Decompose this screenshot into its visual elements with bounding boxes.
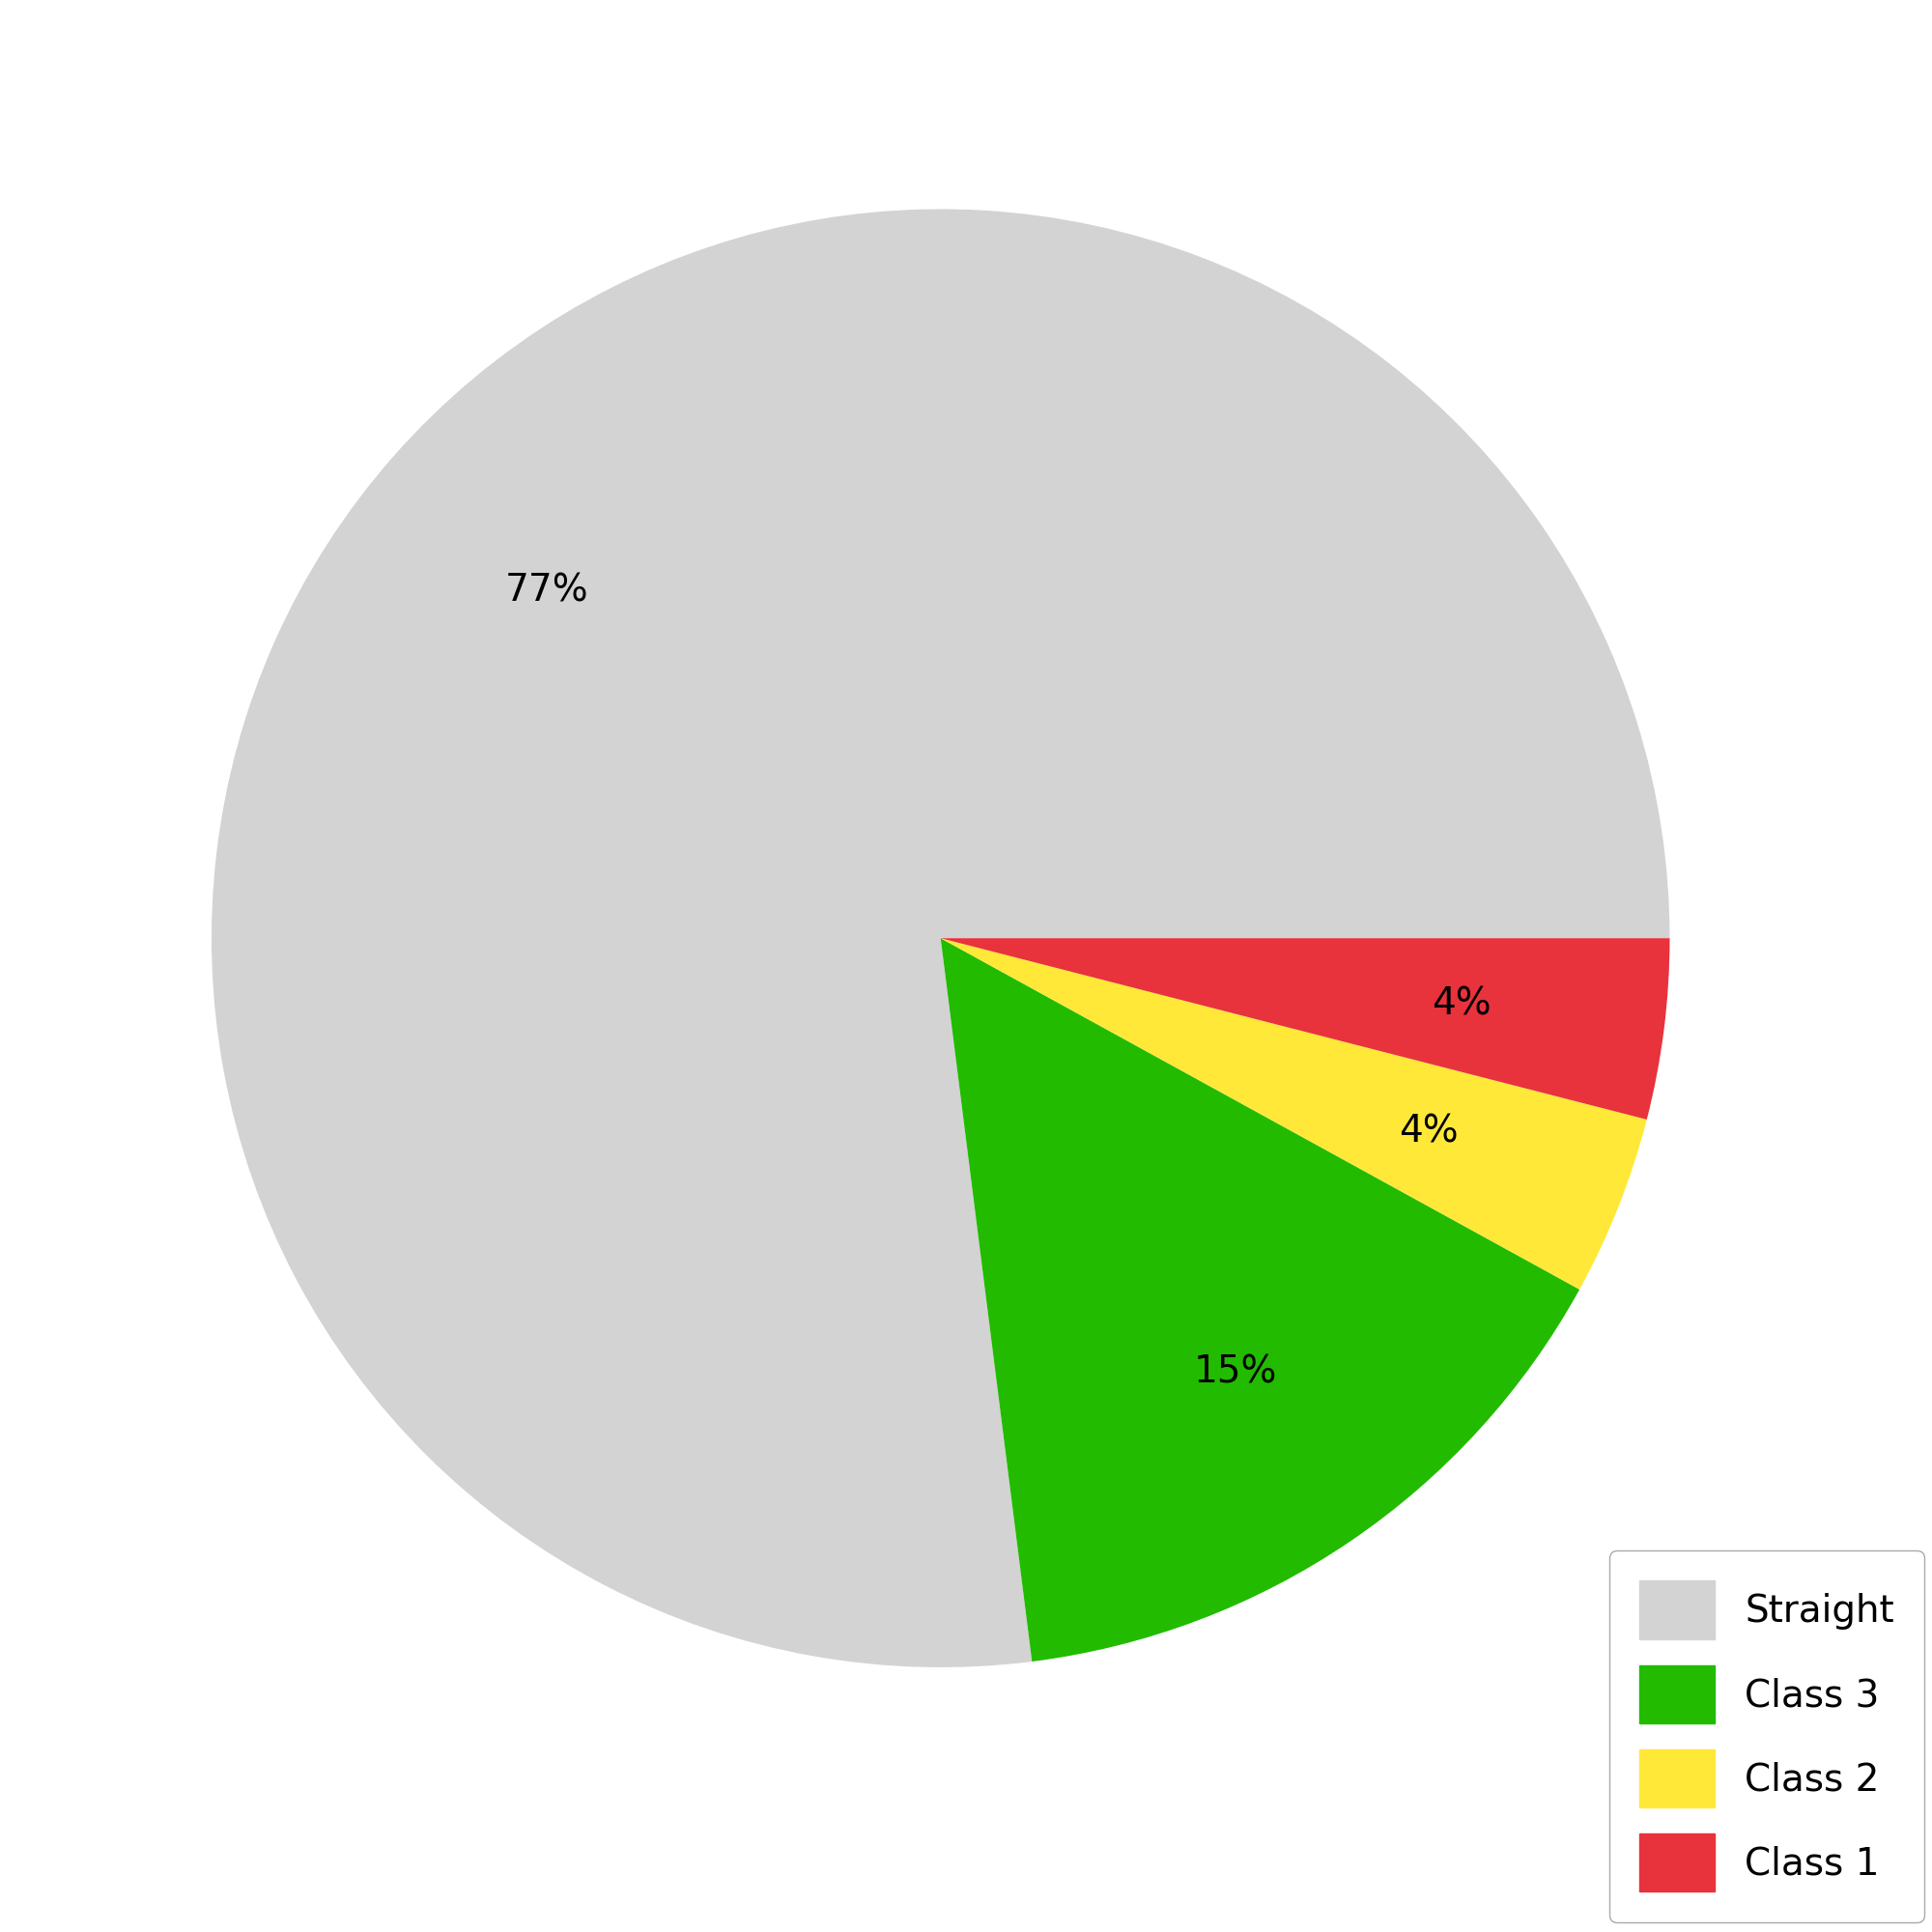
Wedge shape bbox=[941, 939, 1646, 1289]
Legend: Straight, Class 3, Class 2, Class 1: Straight, Class 3, Class 2, Class 1 bbox=[1609, 1551, 1924, 1922]
Wedge shape bbox=[211, 209, 1669, 1667]
Text: 15%: 15% bbox=[1194, 1354, 1277, 1391]
Text: 77%: 77% bbox=[504, 572, 589, 609]
Wedge shape bbox=[941, 939, 1669, 1119]
Wedge shape bbox=[941, 939, 1580, 1662]
Text: 4%: 4% bbox=[1399, 1113, 1459, 1150]
Text: 4%: 4% bbox=[1432, 985, 1492, 1022]
